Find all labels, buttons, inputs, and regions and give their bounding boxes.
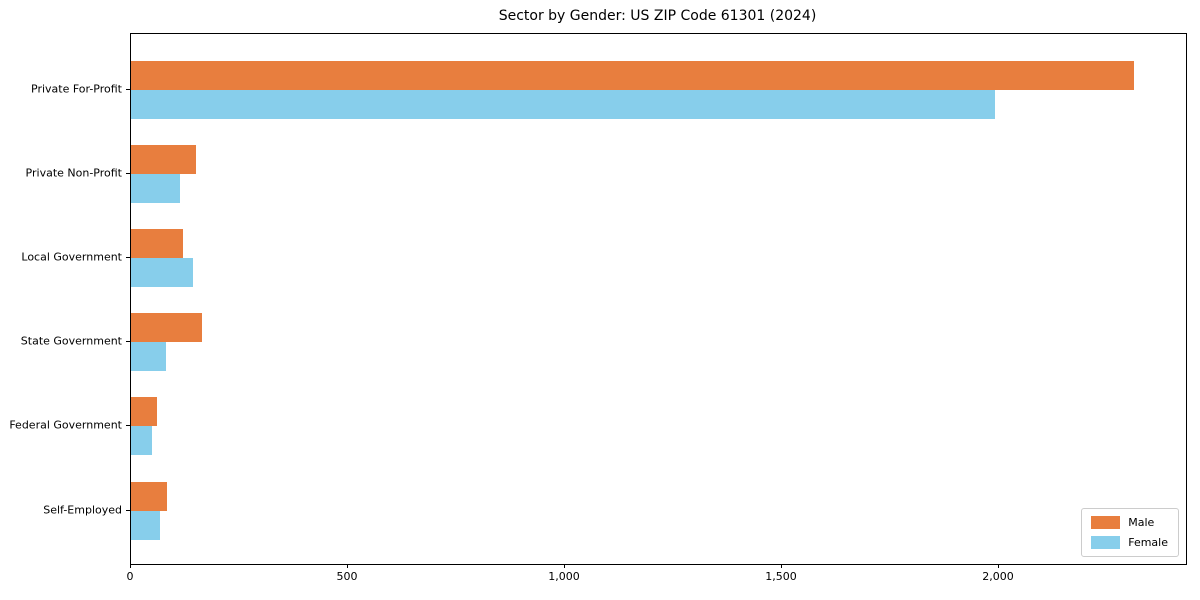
x-axis: 0 500 1,000 1,500 2,000 xyxy=(126,564,1185,594)
bar-female-5 xyxy=(131,426,152,456)
xtick-label: 1,500 xyxy=(765,570,797,583)
xtick-label: 500 xyxy=(336,570,358,583)
ytick-mark xyxy=(126,89,130,90)
plot-area: Male Female xyxy=(130,33,1187,565)
ytick-label: Private For-Profit xyxy=(31,82,122,96)
legend-label: Male xyxy=(1128,516,1155,529)
xtick-mark xyxy=(564,564,565,568)
legend-swatch-female xyxy=(1091,536,1121,549)
xtick-mark xyxy=(998,564,999,568)
xtick-mark xyxy=(130,564,131,568)
xtick-label: 0 xyxy=(126,570,134,583)
bar-male-5 xyxy=(131,397,157,427)
bar-female-1 xyxy=(131,90,995,119)
ytick-label: Local Government xyxy=(21,250,122,264)
legend-item-female: Female xyxy=(1091,536,1168,549)
bar-female-3 xyxy=(131,258,193,288)
legend-label: Female xyxy=(1128,536,1168,549)
bar-male-4 xyxy=(131,313,202,343)
ytick-label: Federal Government xyxy=(9,418,122,432)
xtick-label: 1,000 xyxy=(548,570,580,583)
bar-female-4 xyxy=(131,342,166,372)
legend-swatch-male xyxy=(1091,516,1121,529)
ytick-mark xyxy=(126,341,130,343)
xtick-mark xyxy=(781,564,782,568)
bar-male-6 xyxy=(131,481,167,511)
bar-male-1 xyxy=(131,61,1134,90)
legend: Male Female xyxy=(1081,508,1179,557)
xtick-mark xyxy=(347,564,348,568)
ytick-mark xyxy=(126,257,130,259)
ytick-mark xyxy=(126,509,130,511)
legend-item-male: Male xyxy=(1091,516,1168,529)
bar-male-2 xyxy=(131,145,196,175)
bar-female-6 xyxy=(131,510,160,540)
chart-title: Sector by Gender: US ZIP Code 61301 (202… xyxy=(498,8,817,24)
bar-male-3 xyxy=(131,229,183,259)
xtick-label: 2,000 xyxy=(982,570,1014,583)
bar-female-2 xyxy=(131,174,180,204)
y-axis: Private For-Profit Private Non-Profit Loca… xyxy=(0,33,130,563)
ytick-mark xyxy=(126,173,130,175)
ytick-label: Self-Employed xyxy=(43,503,122,516)
ytick-label: Private Non-Profit xyxy=(25,166,122,180)
ytick-mark xyxy=(126,425,130,427)
ytick-label: State Government xyxy=(20,334,122,348)
